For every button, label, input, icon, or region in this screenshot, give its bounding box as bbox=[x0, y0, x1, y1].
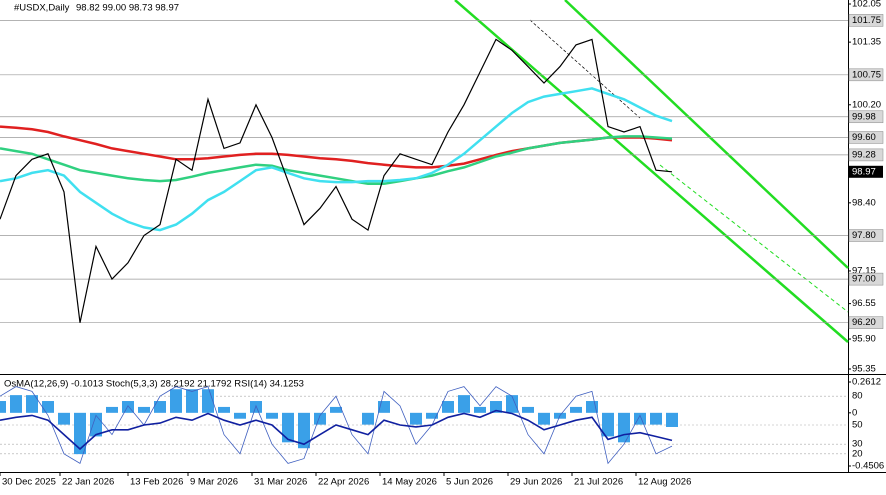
x-tick-label: 9 Mar 2026 bbox=[190, 477, 238, 488]
osma-tick-label: 0 bbox=[852, 407, 857, 418]
level-box bbox=[848, 272, 884, 286]
level-label: 99.28 bbox=[852, 149, 876, 160]
osma-bar bbox=[186, 389, 198, 413]
level-label: 97.00 bbox=[852, 274, 876, 285]
osma-bar bbox=[314, 412, 326, 425]
level-label: 99.60 bbox=[852, 132, 876, 143]
level-box bbox=[848, 110, 884, 124]
osma-bar bbox=[474, 406, 486, 413]
osma-bar bbox=[202, 389, 214, 413]
osma-bar bbox=[570, 406, 582, 413]
osma-bar bbox=[26, 395, 38, 413]
osma-bar bbox=[522, 406, 534, 413]
osma-bar bbox=[330, 406, 342, 413]
osma-bar bbox=[10, 395, 22, 413]
osma-bar bbox=[0, 401, 6, 413]
osma-bar bbox=[538, 412, 550, 425]
price-line bbox=[0, 38, 673, 323]
osma-bar bbox=[42, 401, 54, 413]
osma-bar bbox=[426, 412, 438, 419]
osma-bar bbox=[122, 401, 134, 413]
osma-bar bbox=[138, 406, 150, 413]
y-tick-label: 102.05 bbox=[852, 0, 881, 10]
channel-upper bbox=[564, 0, 849, 269]
y-tick-label: 98.40 bbox=[852, 197, 876, 208]
level-tick-label: 30 bbox=[852, 439, 863, 450]
y-tick-label: 100.20 bbox=[852, 99, 881, 110]
osma-bar bbox=[650, 412, 662, 425]
level-box bbox=[848, 316, 884, 329]
x-tick-label: 13 Feb 2026 bbox=[130, 477, 183, 488]
level-box bbox=[848, 131, 884, 144]
level-box bbox=[848, 229, 884, 242]
x-tick-label: 14 May 2026 bbox=[382, 477, 437, 488]
y-tick-label: 96.55 bbox=[852, 298, 876, 309]
last-price-box bbox=[849, 165, 883, 178]
level-label: 100.75 bbox=[852, 69, 881, 80]
x-tick-label: 22 Jan 2026 bbox=[62, 477, 114, 488]
osma-bar bbox=[506, 395, 518, 413]
osma-bar bbox=[442, 401, 454, 413]
osma-bar bbox=[282, 412, 294, 443]
y-tick-label: 95.35 bbox=[852, 364, 876, 375]
level-tick-label: 80 bbox=[852, 391, 863, 402]
level-label: 97.80 bbox=[852, 230, 876, 241]
osma-bar bbox=[106, 406, 118, 413]
x-tick-label: 12 Aug 2026 bbox=[638, 477, 691, 488]
level-box bbox=[848, 68, 884, 82]
chart-title: #USDX,Daily bbox=[14, 3, 70, 14]
osma-bar bbox=[218, 406, 230, 413]
osma-bar bbox=[618, 412, 630, 443]
osma-bar bbox=[586, 401, 598, 413]
ohlc-text: 98.82 99.00 98.73 98.97 bbox=[76, 3, 179, 14]
osma-bar bbox=[410, 412, 422, 425]
osma-bar bbox=[602, 412, 614, 437]
x-tick-label: 21 Jul 2026 bbox=[574, 477, 623, 488]
osma-bar bbox=[154, 401, 166, 413]
osma-bar bbox=[378, 401, 390, 413]
rsi-line bbox=[0, 409, 673, 451]
level-box bbox=[848, 148, 884, 162]
level-box bbox=[848, 14, 884, 27]
level-tick-label: 50 bbox=[852, 420, 863, 431]
osma-tick-label: 0.2612 bbox=[852, 377, 881, 388]
osma-bar bbox=[298, 412, 310, 449]
level-label: 96.20 bbox=[852, 317, 876, 328]
x-tick-label: 30 Dec 2025 bbox=[2, 477, 56, 488]
indicator-title: OsMA(12,26,9) -0.1013 Stoch(5,3,3) 28.21… bbox=[4, 379, 304, 390]
x-tick-label: 5 Jun 2026 bbox=[446, 477, 493, 488]
osma-bar bbox=[490, 401, 502, 413]
x-tick-label: 29 Jun 2026 bbox=[510, 477, 562, 488]
channel-mid bbox=[659, 164, 849, 313]
level-label: 99.98 bbox=[852, 111, 876, 122]
y-tick-label: 97.15 bbox=[852, 265, 876, 276]
osma-bar bbox=[362, 412, 374, 425]
osma-bar bbox=[458, 395, 470, 413]
last-price-label: 98.97 bbox=[852, 166, 876, 177]
level-tick-label: 20 bbox=[852, 448, 863, 459]
moving-average bbox=[0, 135, 673, 186]
osma-bar bbox=[266, 412, 278, 419]
stoch-line bbox=[0, 386, 673, 465]
trend-line bbox=[529, 19, 641, 119]
osma-bar bbox=[170, 389, 182, 413]
osma-tick-label: -0.4506 bbox=[852, 461, 884, 472]
osma-bar bbox=[234, 412, 246, 419]
moving-average bbox=[0, 87, 673, 232]
osma-bar bbox=[74, 412, 86, 455]
osma-bar bbox=[58, 412, 70, 425]
x-tick-label: 31 Mar 2026 bbox=[254, 477, 307, 488]
osma-bar bbox=[666, 412, 678, 427]
y-tick-label: 101.35 bbox=[852, 37, 881, 48]
level-label: 101.75 bbox=[852, 15, 881, 26]
x-tick-label: 22 Apr 2026 bbox=[318, 477, 369, 488]
channel-lower bbox=[454, 0, 849, 343]
osma-bar bbox=[634, 412, 646, 425]
y-tick-label: 95.90 bbox=[852, 334, 876, 345]
